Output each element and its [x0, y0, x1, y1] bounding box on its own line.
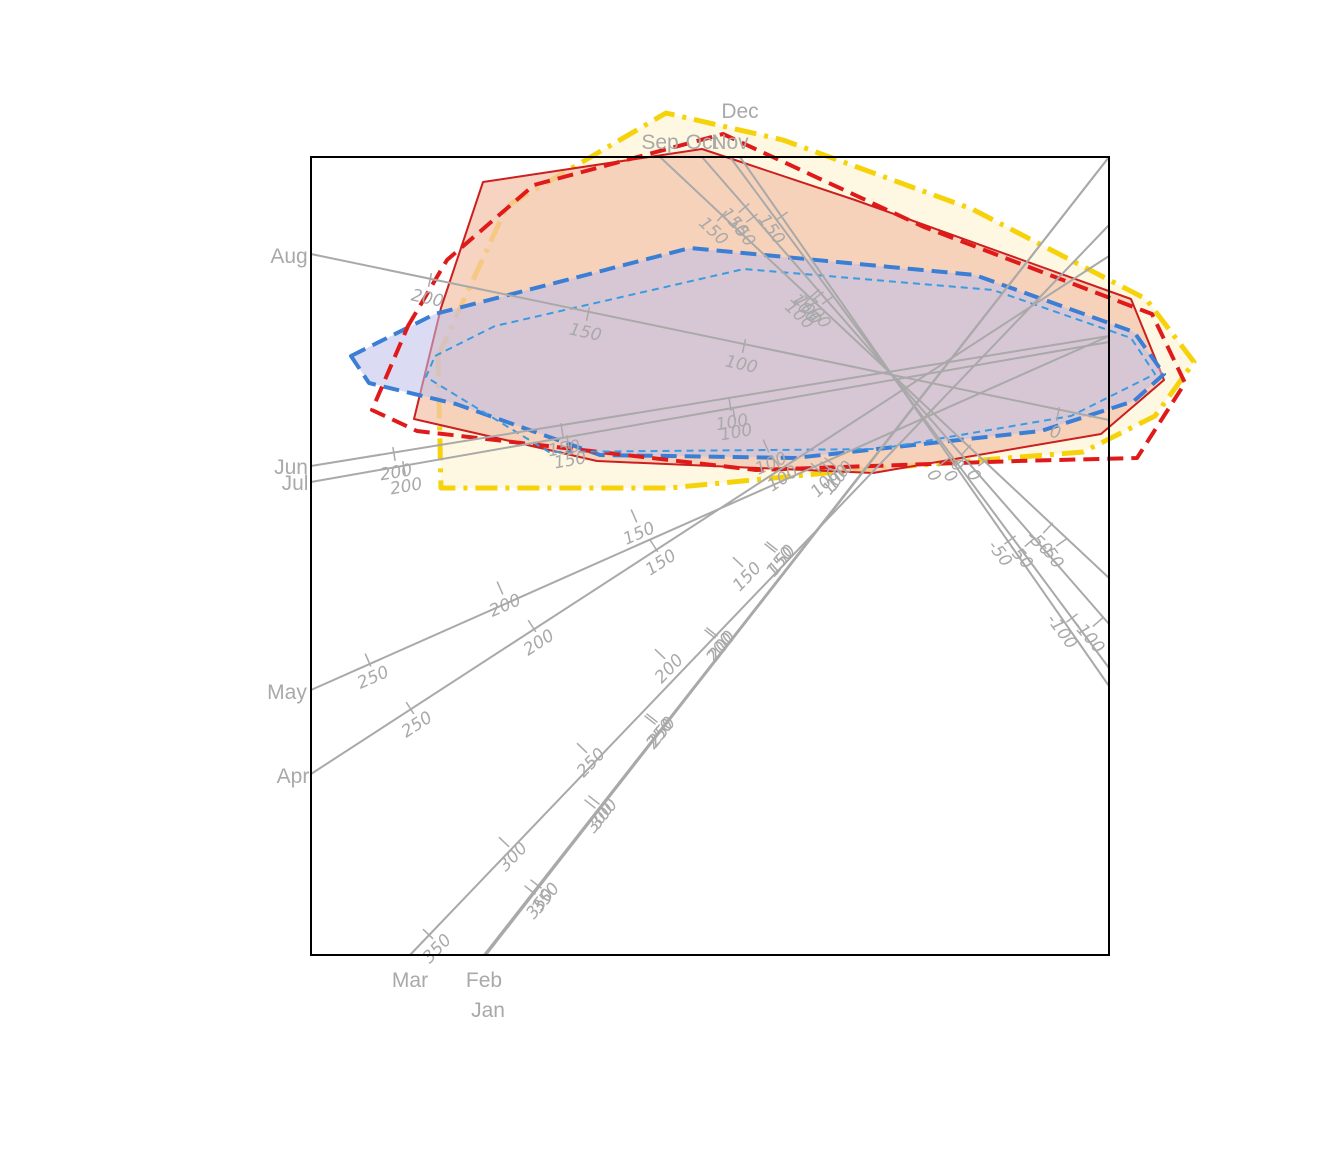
tick-mark: [496, 581, 504, 595]
tick-label: 200: [389, 474, 424, 499]
tick-mark: [821, 295, 835, 305]
tick-mark: [716, 210, 728, 222]
tick-mark: [937, 457, 951, 467]
tick-mark: [960, 444, 972, 456]
tick-mark: [654, 648, 666, 660]
axis-line-feb: [483, 156, 1110, 956]
tick-mark: [644, 715, 656, 725]
tick-mark: [762, 439, 770, 453]
tick-mark: [530, 879, 542, 889]
tick-mark: [649, 539, 659, 553]
axis-name-nov: Nov: [711, 131, 749, 154]
tick-mark: [498, 836, 510, 848]
tick-mark: [576, 742, 588, 754]
tick-mark: [524, 885, 536, 895]
tick-label: 0: [1048, 422, 1063, 444]
region-group-1-dashed: [370, 132, 1187, 472]
tick-mark: [745, 213, 759, 223]
axis-line-jun: [310, 335, 1110, 467]
tick-mark: [585, 306, 591, 322]
tick-mark: [1042, 522, 1054, 534]
axis-line-oct: [701, 156, 1110, 625]
axis-name-apr: Apr: [277, 765, 310, 788]
tick-mark: [824, 457, 836, 467]
tick-mark: [808, 288, 820, 300]
tick-mark: [584, 799, 596, 809]
tick-mark: [588, 795, 600, 805]
tick-mark: [954, 456, 966, 468]
tick-label: 200: [651, 650, 688, 687]
axis-name-oct: Oct: [686, 131, 719, 154]
axis-line-may: [310, 335, 1110, 691]
tick-mark: [1055, 406, 1061, 422]
tick-mark: [738, 202, 750, 214]
tick-mark: [566, 434, 570, 450]
tick-mark: [527, 619, 537, 633]
axis-name-feb: Feb: [466, 969, 502, 992]
axis-name-mar: Mar: [392, 969, 428, 992]
region-group-3-dashed_thin: [425, 268, 1156, 453]
tick-label: 0: [922, 465, 945, 486]
tick-label: 200: [409, 286, 445, 312]
tick-mark: [560, 422, 564, 438]
tick-mark: [402, 460, 406, 476]
tick-label: 300: [495, 838, 532, 875]
axis-line-dec: [739, 156, 1110, 687]
tick-mark: [811, 291, 825, 301]
tick-mark: [1092, 616, 1104, 628]
tick-label: 200: [486, 590, 524, 621]
tick-mark: [1003, 535, 1017, 545]
axis-name-jan: Jan: [471, 999, 505, 1022]
tick-mark: [427, 272, 433, 288]
axis-line-apr: [310, 255, 1110, 775]
tick-mark: [732, 556, 744, 568]
tick-mark: [405, 701, 415, 715]
tick-mark: [1024, 536, 1036, 548]
tick-mark: [392, 446, 396, 462]
tick-label: 0: [962, 465, 985, 485]
axis-line-aug: [310, 253, 1110, 421]
tick-mark: [1055, 537, 1069, 547]
tick-mark: [775, 211, 789, 221]
tick-label: 250: [573, 744, 610, 781]
tick-mark: [732, 406, 736, 422]
axis-line-mar: [409, 224, 1110, 956]
tick-mark: [422, 928, 434, 940]
axis-name-sep: Sep: [641, 131, 678, 154]
plot-frame: [310, 156, 1110, 956]
tick-label: 350: [419, 930, 456, 967]
axis-line-nov: [729, 156, 1110, 669]
axis-name-jul: Jul: [282, 472, 309, 495]
axis-line-jul: [310, 341, 1110, 483]
tick-mark: [977, 457, 991, 467]
tick-label: 250: [354, 662, 392, 693]
tick-mark: [646, 713, 658, 723]
tick-mark: [766, 541, 778, 551]
axis-name-dec: Dec: [721, 100, 758, 123]
axis-name-may: May: [267, 681, 307, 704]
tick-label: 150: [642, 546, 680, 580]
tick-mark: [810, 462, 822, 474]
tick-mark: [741, 338, 747, 354]
tick-mark: [764, 543, 776, 553]
tick-mark: [771, 455, 781, 469]
group-regions: [349, 110, 1197, 491]
tick-label: 200: [520, 626, 558, 660]
axis-name-aug: Aug: [270, 245, 307, 268]
tick-mark: [1065, 613, 1079, 623]
tick-label: -50: [983, 537, 1016, 571]
tick-mark: [364, 653, 372, 667]
region-group-3-dashed: [349, 246, 1166, 460]
axis-name-jun: Jun: [274, 456, 308, 479]
tick-mark: [630, 509, 638, 523]
